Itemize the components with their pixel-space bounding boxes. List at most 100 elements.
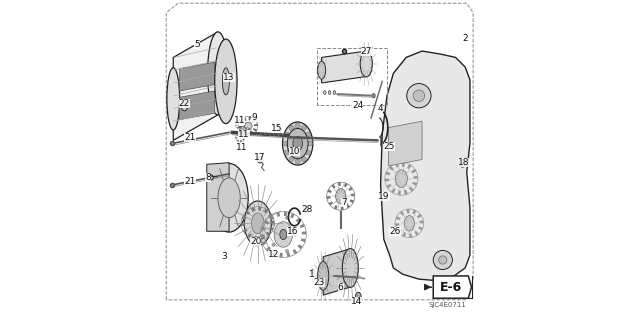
Circle shape: [285, 216, 289, 219]
Text: 6: 6: [338, 283, 344, 292]
Polygon shape: [300, 224, 305, 228]
Ellipse shape: [305, 208, 307, 210]
Text: 27: 27: [360, 47, 372, 56]
Polygon shape: [328, 201, 333, 205]
Ellipse shape: [323, 91, 326, 94]
Circle shape: [244, 122, 252, 130]
Polygon shape: [180, 62, 215, 91]
Polygon shape: [397, 228, 402, 233]
Circle shape: [306, 132, 310, 137]
Polygon shape: [417, 214, 422, 218]
Polygon shape: [240, 140, 242, 142]
Polygon shape: [241, 133, 244, 135]
Polygon shape: [264, 220, 269, 225]
Polygon shape: [239, 126, 243, 128]
Polygon shape: [207, 163, 229, 231]
Text: 3: 3: [221, 252, 227, 261]
Polygon shape: [236, 121, 238, 123]
Polygon shape: [239, 132, 240, 134]
Ellipse shape: [207, 32, 228, 115]
Text: 23: 23: [314, 278, 325, 287]
Ellipse shape: [257, 156, 263, 163]
Polygon shape: [323, 249, 350, 295]
Ellipse shape: [311, 270, 314, 274]
Circle shape: [438, 256, 447, 264]
Polygon shape: [245, 210, 250, 215]
Text: 5: 5: [195, 40, 200, 49]
Ellipse shape: [287, 128, 308, 159]
Polygon shape: [260, 235, 264, 240]
Polygon shape: [412, 210, 417, 214]
Polygon shape: [180, 91, 215, 120]
Polygon shape: [332, 184, 335, 189]
Polygon shape: [254, 124, 258, 126]
Polygon shape: [243, 117, 246, 121]
Circle shape: [307, 141, 312, 146]
Circle shape: [272, 243, 275, 246]
Text: 11: 11: [236, 143, 247, 152]
Polygon shape: [326, 196, 331, 199]
Polygon shape: [268, 213, 273, 218]
Polygon shape: [321, 51, 366, 83]
Polygon shape: [402, 232, 406, 237]
Polygon shape: [277, 129, 281, 136]
Polygon shape: [243, 126, 244, 128]
Polygon shape: [239, 120, 240, 122]
Ellipse shape: [328, 91, 331, 94]
Circle shape: [272, 223, 275, 226]
Polygon shape: [410, 233, 412, 238]
Text: 12: 12: [268, 250, 280, 259]
Polygon shape: [433, 276, 472, 298]
Polygon shape: [250, 131, 252, 132]
Text: E-6: E-6: [440, 281, 462, 293]
Polygon shape: [248, 128, 250, 130]
Text: 20: 20: [250, 237, 261, 246]
Polygon shape: [254, 236, 257, 240]
Polygon shape: [404, 190, 408, 195]
Polygon shape: [261, 226, 266, 231]
Polygon shape: [411, 169, 416, 174]
Text: 13: 13: [223, 73, 235, 82]
Polygon shape: [270, 220, 275, 223]
Polygon shape: [269, 215, 274, 220]
Text: 11: 11: [238, 130, 250, 139]
Polygon shape: [269, 227, 274, 231]
Ellipse shape: [303, 206, 308, 212]
Text: 22: 22: [179, 99, 190, 108]
Polygon shape: [272, 250, 276, 256]
Ellipse shape: [244, 201, 271, 246]
Text: 17: 17: [254, 153, 266, 162]
Polygon shape: [419, 220, 424, 223]
Polygon shape: [400, 211, 404, 216]
Polygon shape: [412, 182, 417, 186]
Polygon shape: [252, 119, 256, 122]
Circle shape: [413, 90, 424, 101]
Polygon shape: [385, 171, 390, 175]
Ellipse shape: [316, 279, 319, 283]
Polygon shape: [344, 183, 348, 187]
Ellipse shape: [282, 122, 313, 165]
Polygon shape: [236, 137, 237, 139]
Text: 4: 4: [378, 104, 383, 113]
Text: 24: 24: [352, 101, 364, 110]
Polygon shape: [250, 131, 253, 135]
Polygon shape: [259, 207, 262, 211]
Polygon shape: [248, 116, 251, 121]
Ellipse shape: [182, 103, 188, 111]
Text: 15: 15: [271, 124, 282, 133]
Text: 1: 1: [309, 270, 315, 279]
Polygon shape: [245, 128, 246, 130]
Polygon shape: [243, 136, 245, 137]
Polygon shape: [406, 209, 410, 213]
Text: SJC4E0711: SJC4E0711: [429, 302, 467, 308]
Text: 21: 21: [184, 133, 196, 142]
Polygon shape: [328, 189, 332, 193]
Polygon shape: [243, 129, 244, 131]
Ellipse shape: [210, 164, 248, 232]
Polygon shape: [253, 128, 257, 132]
Polygon shape: [264, 209, 268, 213]
Polygon shape: [292, 249, 298, 254]
Polygon shape: [397, 190, 401, 195]
Polygon shape: [381, 51, 470, 281]
Polygon shape: [287, 252, 291, 257]
